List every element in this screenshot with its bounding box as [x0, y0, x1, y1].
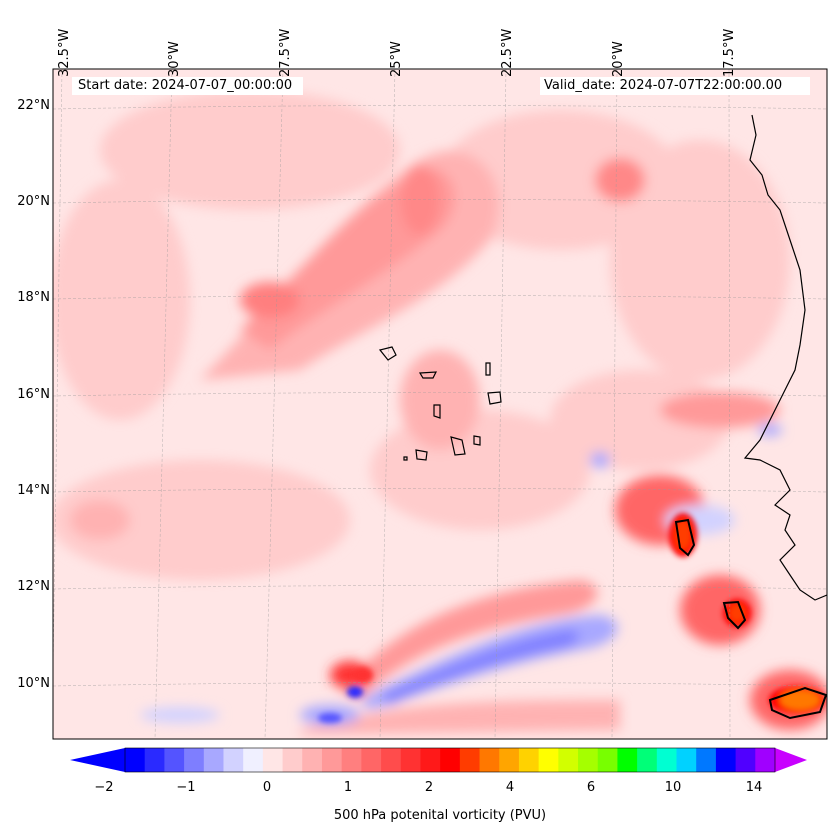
colorbar-swatch: [302, 748, 323, 772]
colorbar-swatch: [518, 748, 540, 772]
colorbar-tick-label: 1: [343, 780, 353, 795]
colorbar-swatch: [184, 748, 205, 772]
colorbar-tick-label: 6: [586, 780, 596, 795]
colorbar-swatch: [203, 748, 224, 772]
lat-label-22N: 22°N: [17, 98, 50, 113]
colorbar-swatch: [282, 748, 303, 772]
colorbar-swatch: [538, 748, 559, 772]
colorbar: [70, 747, 807, 773]
colorbar-swatch: [755, 748, 776, 772]
colorbar-swatch: [144, 748, 165, 772]
map-plot-area: [53, 69, 827, 739]
colorbar-tick-label: 4: [505, 780, 515, 795]
colorbar-swatch: [735, 748, 756, 772]
lat-label-14N: 14°N: [17, 483, 50, 498]
valid-date-label: Valid_date: 2024-07-07T22:00:00.00: [540, 77, 810, 95]
colorbar-swatches: [125, 748, 776, 772]
colorbar-swatch: [223, 748, 244, 772]
coastlines: [378, 114, 827, 601]
colorbar-swatch: [341, 748, 362, 772]
lon-label-25W: 25°W: [389, 41, 404, 77]
graticule: [53, 69, 827, 739]
colorbar-swatch: [440, 748, 461, 772]
lon-label-22.5W: 22.5°W: [500, 28, 515, 77]
colorbar-swatch: [558, 748, 579, 772]
colorbar-tick-label: 14: [745, 780, 763, 795]
colorbar-swatch: [597, 748, 618, 772]
colorbar-over-arrow: [775, 748, 807, 772]
colorbar-swatch: [656, 748, 678, 772]
lon-label-17.5W: 17.5°W: [722, 28, 737, 77]
colorbar-swatch: [479, 748, 500, 772]
colorbar-label: 500 hPa potenital vorticity (PVU): [333, 808, 547, 823]
colorbar-swatch: [617, 748, 638, 772]
colorbar-swatch: [578, 748, 599, 772]
colorbar-swatch: [243, 748, 264, 772]
colorbar-swatch: [125, 748, 146, 772]
colorbar-swatch: [262, 748, 284, 772]
colorbar-tick-label: 0: [262, 780, 272, 795]
lon-label-20W: 20°W: [611, 41, 626, 77]
lon-label-27.5W: 27.5°W: [278, 28, 293, 77]
colorbar-swatch: [321, 748, 343, 772]
colorbar-swatch: [459, 748, 481, 772]
colorbar-tick-label: −1: [176, 780, 196, 795]
lat-label-20N: 20°N: [17, 194, 50, 209]
lat-label-16N: 16°N: [17, 387, 50, 402]
start-date-label: Start date: 2024-07-07_00:00:00: [72, 77, 303, 95]
colorbar-swatch: [676, 748, 697, 772]
colorbar-swatch: [164, 748, 185, 772]
colorbar-under-arrow: [70, 748, 125, 772]
colorbar-tick-label: 2: [424, 780, 434, 795]
colorbar-tick-label: 10: [664, 780, 682, 795]
colorbar-swatch: [715, 748, 737, 772]
pv-high-contours: [674, 518, 827, 720]
pv-contours: [53, 90, 827, 735]
colorbar-swatch: [696, 748, 717, 772]
colorbar-swatch: [361, 748, 382, 772]
lat-label-18N: 18°N: [17, 290, 50, 305]
lat-label-12N: 12°N: [17, 579, 50, 594]
colorbar-swatch: [381, 748, 402, 772]
colorbar-frame: [124, 747, 776, 773]
colorbar-swatch: [420, 748, 441, 772]
lon-label-30W: 30°W: [167, 41, 182, 77]
map-frame: [52, 68, 828, 740]
colorbar-swatch: [637, 748, 658, 772]
colorbar-tick-label: −2: [94, 780, 114, 795]
colorbar-swatch: [400, 748, 421, 772]
lat-label-10N: 10°N: [17, 676, 50, 691]
colorbar-swatch: [499, 748, 520, 772]
lon-label-32.5W: 32.5°W: [57, 28, 72, 77]
